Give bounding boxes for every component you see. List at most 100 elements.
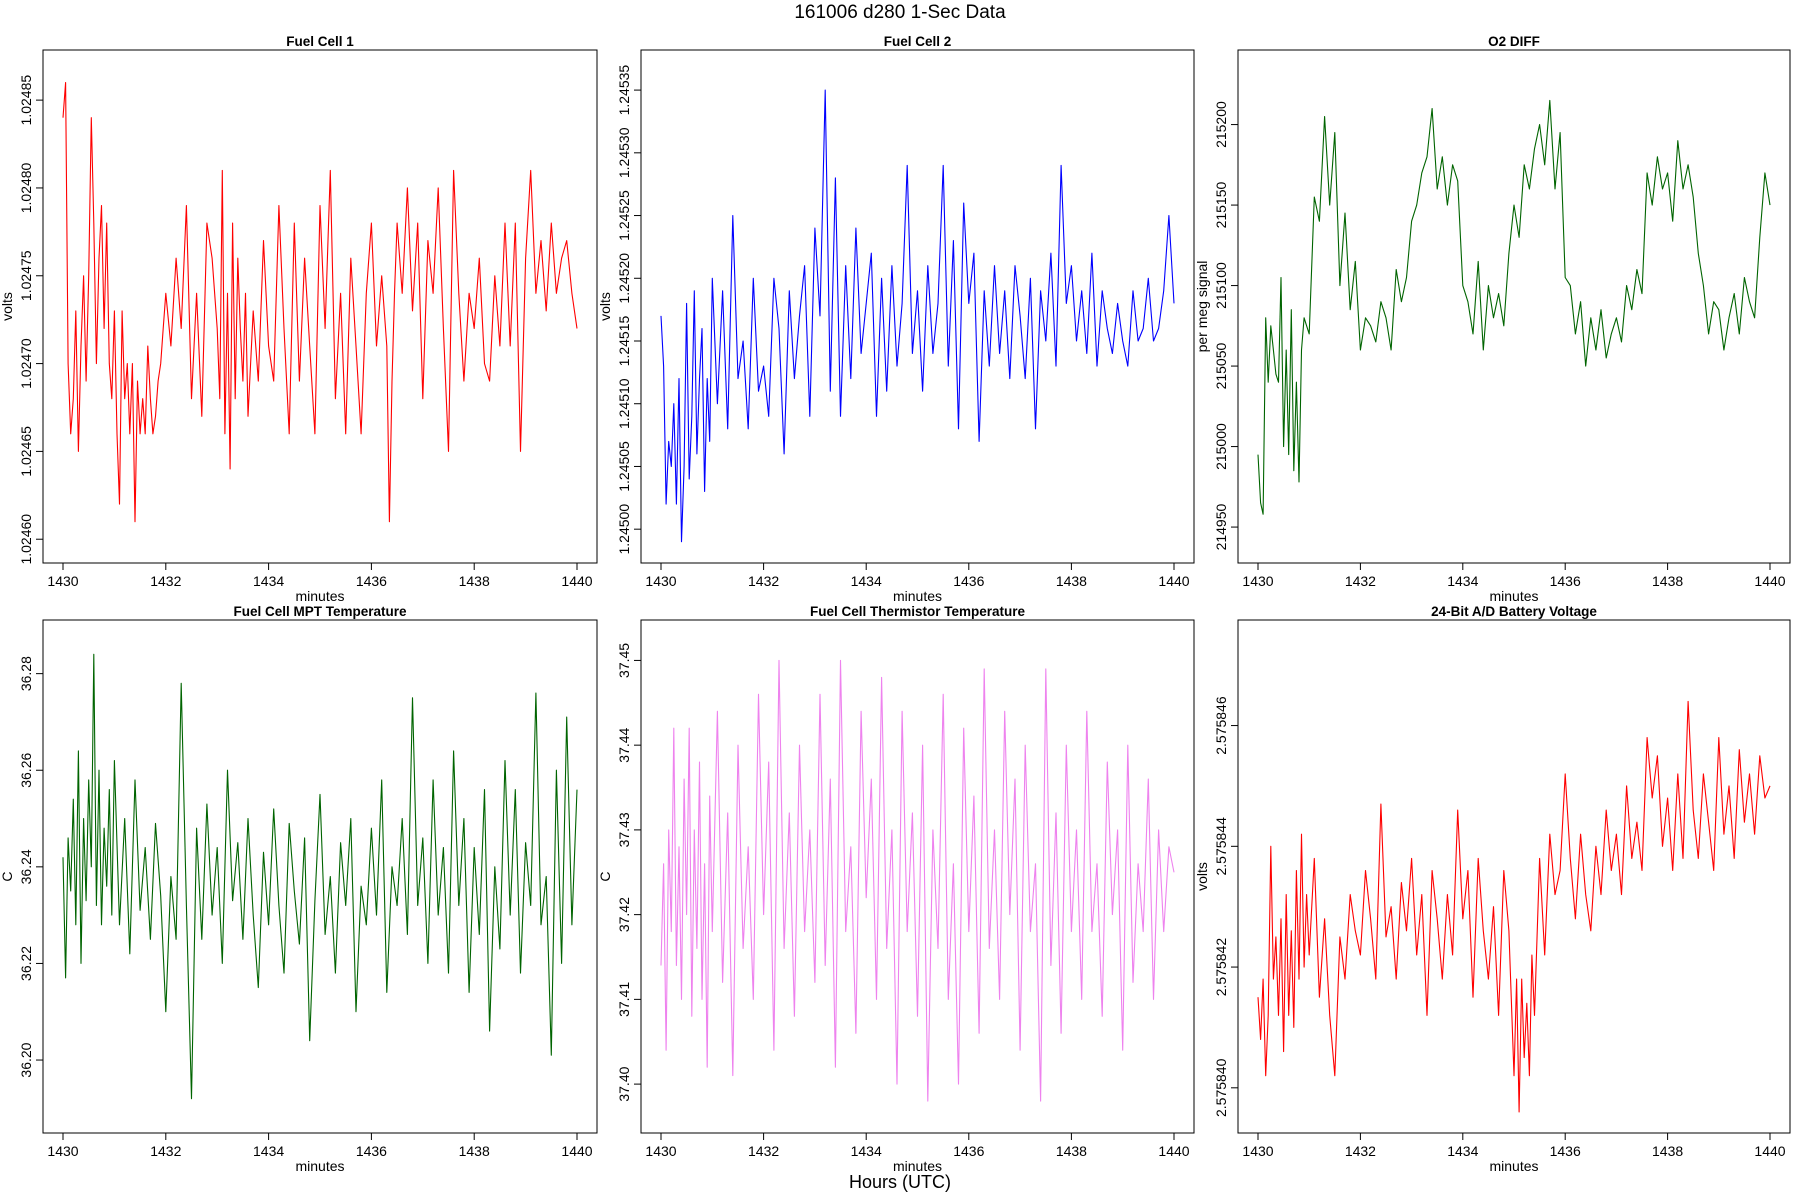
panel-title: 24-Bit A/D Battery Voltage bbox=[1431, 604, 1597, 619]
x-tick-label: 1438 bbox=[1652, 1143, 1683, 1159]
y-tick-label: 2.575842 bbox=[1213, 938, 1229, 997]
y-tick-label: 1.24520 bbox=[616, 253, 632, 304]
y-tick-label: 37.43 bbox=[616, 812, 632, 847]
series-line bbox=[1257, 700, 1771, 1113]
panel-4: Fuel Cell MPT Temperature 1430 1432 1434 143… bbox=[0, 604, 598, 1174]
x-tick-label: 1432 bbox=[1345, 573, 1376, 589]
x-tick-label: 1434 bbox=[253, 573, 284, 589]
x-tick-label: 1432 bbox=[1345, 1143, 1376, 1159]
x-axis-label: minutes bbox=[295, 588, 344, 604]
panel-6: 24-Bit A/D Battery Voltage 1430 1432 1434 14… bbox=[1194, 604, 1791, 1174]
y-tick-label: 215150 bbox=[1213, 181, 1229, 228]
x-tick-label: 1436 bbox=[356, 573, 387, 589]
y-tick-label: 215050 bbox=[1213, 342, 1229, 389]
x-tick-label: 1440 bbox=[1158, 1143, 1189, 1159]
x-tick-label: 1430 bbox=[645, 573, 676, 589]
x-axis-label: minutes bbox=[1489, 1158, 1538, 1174]
x-tick-label: 1436 bbox=[1550, 573, 1581, 589]
y-tick-label: 1.02470 bbox=[18, 338, 34, 389]
plot-frame bbox=[1237, 49, 1791, 564]
x-tick-label: 1436 bbox=[356, 1143, 387, 1159]
plot-frame bbox=[42, 49, 598, 564]
series-line bbox=[1257, 99, 1771, 515]
x-tick-label: 1438 bbox=[459, 573, 490, 589]
x-tick-label: 1432 bbox=[748, 1143, 779, 1159]
y-tick-label: 37.44 bbox=[616, 727, 632, 762]
plot-frame bbox=[42, 619, 598, 1134]
y-tick-label: 1.02475 bbox=[18, 250, 34, 301]
x-tick-label: 1434 bbox=[851, 1143, 882, 1159]
x-tick-label: 1440 bbox=[561, 1143, 592, 1159]
x-tick-label: 1438 bbox=[1056, 573, 1087, 589]
y-tick-label: 214950 bbox=[1213, 503, 1229, 550]
x-tick-label: 1440 bbox=[1158, 573, 1189, 589]
x-tick-label: 1440 bbox=[561, 573, 592, 589]
y-tick-label: 2.575844 bbox=[1213, 817, 1229, 876]
x-tick-label: 1436 bbox=[1550, 1143, 1581, 1159]
panel-2: Fuel Cell 2 1430 1432 1434 1436 1438 1440 minut… bbox=[597, 34, 1195, 604]
x-axis-label: minutes bbox=[893, 588, 942, 604]
x-tick-label: 1432 bbox=[150, 1143, 181, 1159]
y-tick-label: 37.42 bbox=[616, 897, 632, 932]
x-tick-label: 1440 bbox=[1754, 1143, 1785, 1159]
series-line bbox=[660, 89, 1175, 543]
y-tick-label: 36.28 bbox=[18, 656, 34, 691]
y-tick-label: 37.41 bbox=[616, 982, 632, 1017]
panel-1: Fuel Cell 1 1430 1432 1434 1436 1438 1440 minut… bbox=[0, 34, 598, 604]
y-tick-label: 1.24530 bbox=[616, 127, 632, 178]
x-tick-label: 1432 bbox=[150, 573, 181, 589]
x-tick-label: 1434 bbox=[253, 1143, 284, 1159]
y-tick-label: 1.02465 bbox=[18, 426, 34, 477]
panel-title: Fuel Cell Thermistor Temperature bbox=[810, 604, 1026, 619]
x-tick-label: 1438 bbox=[1652, 573, 1683, 589]
y-axis-label: per meg signal bbox=[1194, 261, 1210, 353]
y-axis-label: volts bbox=[0, 292, 15, 321]
y-tick-label: 1.24500 bbox=[616, 504, 632, 555]
figure-x-axis-label: Hours (UTC) bbox=[849, 1172, 951, 1192]
x-tick-label: 1430 bbox=[1242, 1143, 1273, 1159]
y-tick-label: 215100 bbox=[1213, 262, 1229, 309]
y-axis-label: volts bbox=[597, 292, 613, 321]
x-tick-label: 1436 bbox=[953, 573, 984, 589]
x-tick-label: 1440 bbox=[1754, 573, 1785, 589]
y-tick-label: 36.20 bbox=[18, 1042, 34, 1077]
x-tick-label: 1438 bbox=[459, 1143, 490, 1159]
y-axis-label: volts bbox=[1194, 862, 1210, 891]
y-tick-label: 1.24510 bbox=[616, 378, 632, 429]
panel-title: Fuel Cell MPT Temperature bbox=[233, 604, 407, 619]
series-line bbox=[660, 659, 1175, 1102]
y-tick-label: 1.02460 bbox=[18, 514, 34, 565]
x-tick-label: 1436 bbox=[953, 1143, 984, 1159]
x-tick-label: 1432 bbox=[748, 573, 779, 589]
y-tick-label: 1.24515 bbox=[616, 315, 632, 366]
panel-grid: Fuel Cell 1 1430 1432 1434 1436 1438 1440 minut… bbox=[0, 34, 1791, 1174]
x-axis-label: minutes bbox=[893, 1158, 942, 1174]
y-tick-label: 1.02485 bbox=[18, 75, 34, 126]
y-tick-label: 215200 bbox=[1213, 101, 1229, 148]
x-tick-label: 1438 bbox=[1056, 1143, 1087, 1159]
panel-5: Fuel Cell Thermistor Temperature 1430 1432… bbox=[597, 604, 1195, 1174]
y-tick-label: 36.22 bbox=[18, 946, 34, 981]
plot-frame bbox=[640, 49, 1195, 564]
series-line bbox=[62, 82, 578, 523]
y-tick-label: 1.24505 bbox=[616, 441, 632, 492]
series-line bbox=[62, 653, 578, 1100]
y-axis-label: C bbox=[597, 871, 613, 881]
figure-title: 161006 d280 1-Sec Data bbox=[794, 2, 1006, 23]
y-tick-label: 1.02480 bbox=[18, 162, 34, 213]
x-axis-label: minutes bbox=[295, 1158, 344, 1174]
y-tick-label: 36.24 bbox=[18, 849, 34, 884]
x-tick-label: 1434 bbox=[851, 573, 882, 589]
x-tick-label: 1434 bbox=[1447, 573, 1478, 589]
panel-title: O2 DIFF bbox=[1488, 34, 1540, 49]
x-tick-label: 1434 bbox=[1447, 1143, 1478, 1159]
y-tick-label: 1.24535 bbox=[616, 65, 632, 116]
y-tick-label: 37.40 bbox=[616, 1066, 632, 1101]
y-tick-label: 1.24525 bbox=[616, 190, 632, 241]
x-axis-label: minutes bbox=[1489, 588, 1538, 604]
panel-3: O2 DIFF 1430 1432 1434 1436 1438 1440 minutes 21… bbox=[1194, 34, 1791, 604]
x-tick-label: 1430 bbox=[47, 1143, 78, 1159]
x-tick-label: 1430 bbox=[645, 1143, 676, 1159]
x-tick-label: 1430 bbox=[47, 573, 78, 589]
